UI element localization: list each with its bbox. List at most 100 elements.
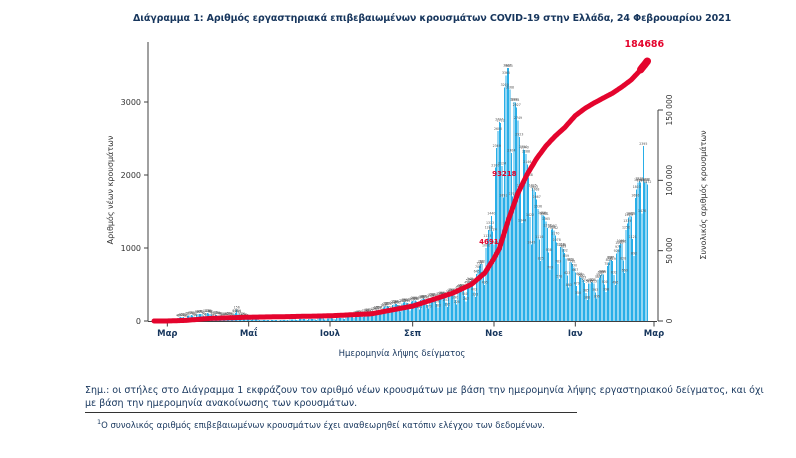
svg-text:112: 112: [363, 309, 369, 313]
svg-text:667: 667: [572, 268, 578, 272]
svg-text:157: 157: [416, 305, 422, 309]
x-tick-label: Μαΐ: [240, 327, 258, 339]
svg-text:1224: 1224: [489, 227, 497, 231]
svg-text:64: 64: [224, 312, 228, 316]
svg-text:825: 825: [538, 257, 544, 261]
svg-text:403: 403: [471, 287, 477, 291]
svg-text:528: 528: [590, 278, 596, 282]
svg-text:61: 61: [192, 312, 196, 316]
svg-text:205: 205: [383, 302, 389, 306]
svg-text:498: 498: [464, 280, 470, 284]
svg-text:1536: 1536: [534, 205, 542, 209]
svg-text:348: 348: [440, 291, 446, 295]
svg-text:276: 276: [410, 297, 416, 301]
svg-text:1267: 1267: [549, 224, 557, 228]
svg-text:340: 340: [462, 292, 468, 296]
svg-text:563: 563: [580, 276, 586, 280]
bar-value-labels: 4247525455443568737779786148899497969371…: [176, 64, 651, 319]
svg-text:1431: 1431: [541, 212, 549, 216]
svg-text:300: 300: [419, 295, 425, 299]
svg-text:290: 290: [452, 296, 458, 300]
svg-text:1443: 1443: [626, 211, 634, 215]
svg-text:252: 252: [400, 298, 406, 302]
svg-text:231: 231: [394, 300, 400, 304]
svg-text:751: 751: [604, 262, 610, 266]
svg-text:68: 68: [185, 312, 189, 316]
svg-text:1803: 1803: [633, 185, 641, 189]
svg-text:222: 222: [395, 301, 401, 305]
note-line-2: με βάση την ημερομηνία ανακοίνωσης των κ…: [85, 398, 358, 409]
svg-text:93: 93: [200, 310, 204, 314]
covid-chart: Μαρ Μαΐ Ιουλ Σεπ Νοε Ιαν Μαρ Ημερομηνία λήψης δ…: [100, 30, 796, 380]
x-tick-label: Νοε: [485, 329, 503, 339]
svg-text:207: 207: [384, 302, 390, 306]
svg-text:278: 278: [412, 296, 418, 300]
svg-text:218: 218: [390, 301, 396, 305]
svg-text:288: 288: [418, 296, 424, 300]
svg-text:331: 331: [472, 293, 478, 297]
svg-text:151: 151: [374, 306, 380, 310]
svg-text:809: 809: [567, 258, 573, 262]
svg-text:1686: 1686: [631, 194, 639, 198]
svg-text:1009: 1009: [558, 243, 566, 247]
svg-text:660: 660: [622, 269, 628, 273]
svg-text:245: 245: [404, 299, 410, 303]
svg-text:65: 65: [211, 312, 215, 316]
svg-text:495: 495: [482, 281, 488, 285]
svg-text:350: 350: [575, 291, 581, 295]
svg-text:1040: 1040: [615, 241, 623, 245]
svg-text:1825: 1825: [529, 184, 537, 188]
svg-text:73: 73: [187, 311, 191, 315]
svg-text:254: 254: [403, 298, 409, 302]
svg-text:1476: 1476: [638, 209, 646, 213]
svg-text:644: 644: [599, 270, 605, 274]
svg-text:1133: 1133: [483, 234, 491, 238]
x-axis: [148, 321, 657, 327]
svg-text:1442: 1442: [539, 211, 547, 215]
svg-text:828: 828: [620, 256, 626, 260]
svg-text:3365: 3365: [502, 71, 510, 75]
svg-text:69: 69: [227, 312, 231, 316]
svg-text:98: 98: [208, 310, 212, 314]
cumulative-line-tip: [636, 57, 652, 74]
svg-text:783: 783: [555, 260, 561, 264]
svg-text:288: 288: [584, 296, 590, 300]
svg-text:48: 48: [193, 313, 197, 317]
svg-text:79: 79: [189, 311, 193, 315]
milestone-label-46919: 46919: [479, 238, 503, 246]
svg-text:83: 83: [213, 311, 217, 315]
svg-text:301: 301: [422, 295, 428, 299]
svg-text:1450: 1450: [538, 211, 546, 215]
svg-text:532: 532: [588, 278, 594, 282]
svg-text:71: 71: [201, 312, 205, 316]
svg-text:97: 97: [197, 310, 201, 314]
svg-text:50: 50: [231, 313, 235, 317]
svg-text:103: 103: [203, 309, 209, 313]
svg-text:525: 525: [466, 278, 472, 282]
svg-text:1365: 1365: [542, 217, 550, 221]
svg-text:452: 452: [459, 284, 465, 288]
svg-text:1248: 1248: [485, 226, 493, 230]
svg-text:569: 569: [595, 275, 601, 279]
x-tick-label: Σεπ: [404, 329, 422, 339]
svg-text:54: 54: [180, 313, 184, 317]
svg-text:3467: 3467: [503, 64, 511, 68]
svg-text:306: 306: [594, 294, 600, 298]
svg-text:117: 117: [366, 308, 372, 312]
svg-text:1016: 1016: [557, 243, 565, 247]
svg-text:62: 62: [225, 312, 229, 316]
svg-text:932: 932: [562, 249, 568, 253]
svg-text:42: 42: [176, 314, 180, 318]
svg-text:226: 226: [454, 300, 460, 304]
svg-text:267: 267: [463, 297, 469, 301]
svg-text:515: 515: [587, 279, 593, 283]
left-tick-label: 3000: [121, 98, 141, 107]
svg-text:106: 106: [235, 309, 241, 313]
svg-text:645: 645: [474, 270, 480, 274]
svg-text:99: 99: [232, 310, 236, 314]
svg-text:265: 265: [408, 297, 414, 301]
svg-text:1056: 1056: [618, 240, 626, 244]
svg-text:1121: 1121: [629, 235, 637, 239]
svg-text:511: 511: [586, 279, 592, 283]
svg-text:110: 110: [232, 309, 238, 313]
